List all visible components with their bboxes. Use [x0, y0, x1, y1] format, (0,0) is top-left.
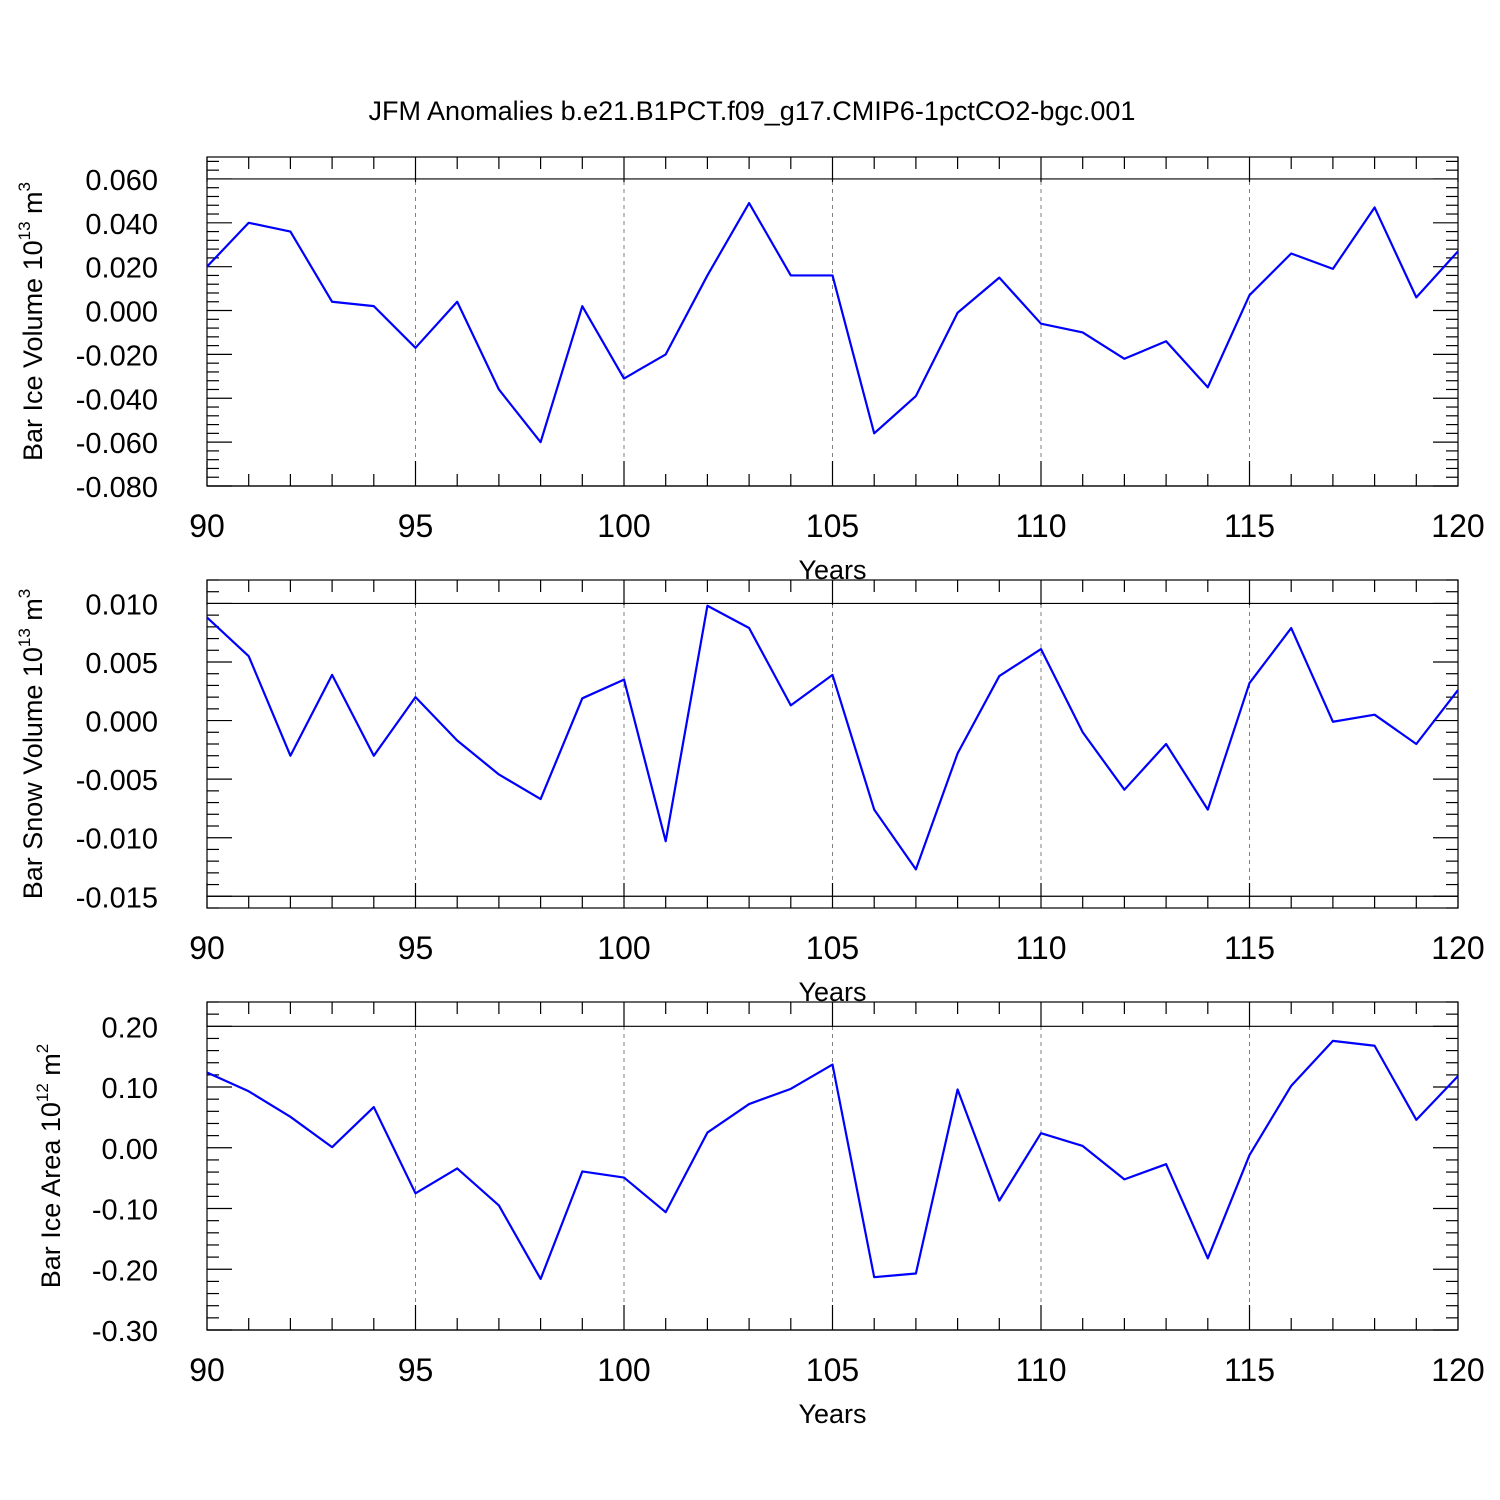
x-tick-label: 100 — [597, 930, 650, 966]
y-axis-title-part: 3 — [15, 589, 34, 598]
y-tick-label: -0.015 — [76, 882, 158, 914]
x-tick-label: 110 — [1015, 508, 1066, 544]
y-axis-title-part: Bar Ice Area 10 — [36, 1102, 66, 1288]
x-tick-label: 115 — [1224, 508, 1275, 544]
x-tick-label: 115 — [1224, 930, 1275, 966]
y-axis-title-part: 13 — [15, 628, 34, 647]
y-tick-label: -0.010 — [76, 824, 158, 856]
x-tick-label: 105 — [806, 1352, 859, 1388]
panels: 90 95 100 105 110 115 120 Years -0.080 -0.060 -0.0… — [15, 156, 1485, 1429]
x-tick-label: 105 — [806, 930, 859, 966]
x-tick-label: 90 — [189, 508, 225, 544]
y-axis-title-part: 13 — [15, 221, 34, 240]
y-tick-label: -0.20 — [92, 1255, 158, 1287]
panel-2: 90 95 100 105 110 115 120Years-0.015-0.010-0.0… — [15, 579, 1485, 1007]
y-tick-label: -0.060 — [76, 428, 158, 460]
y-axis-title-part: 3 — [15, 182, 34, 191]
y-tick-label: 0.020 — [85, 253, 158, 285]
x-tick-label: 90 — [189, 930, 225, 966]
y-tick-label: -0.005 — [76, 765, 158, 797]
y-axis-title: Bar Snow Volume 1013 m3 — [15, 589, 48, 900]
y-tick-label: -0.080 — [76, 472, 158, 504]
panel-3: 90 95 100 105 110 115 120 Years -0.30 -0.20 -0.10 0… — [33, 1001, 1485, 1429]
x-tick-label: 100 — [597, 1352, 650, 1388]
y-tick-label: -0.020 — [76, 340, 158, 372]
y-axis-title-part: m — [18, 598, 48, 628]
x-tick-label: 100 — [597, 508, 650, 544]
figure-title: JFM Anomalies b.e21.B1PCT.f09_g17.CMIP6-… — [369, 96, 1136, 126]
y-tick-label: -0.040 — [76, 384, 158, 416]
y-tick-label: 0.000 — [85, 297, 158, 329]
x-tick-label: 115 — [1224, 1352, 1275, 1388]
y-axis-title: Bar Ice Volume 1013 m3 — [15, 182, 48, 461]
x-tick-label: 90 — [189, 1352, 225, 1388]
y-tick-label: 0.005 — [85, 648, 158, 680]
x-tick-label: 120 — [1431, 1352, 1484, 1388]
y-tick-label: 0.10 — [102, 1073, 158, 1105]
x-axis-title: Years — [798, 1399, 866, 1429]
y-tick-label: 0.060 — [85, 165, 158, 197]
y-axis-title-part: m — [18, 191, 48, 221]
y-axis-title-part: Bar Snow Volume 10 — [18, 647, 48, 899]
y-tick-label: 0.00 — [102, 1134, 158, 1166]
y-tick-label: 0.040 — [85, 209, 158, 241]
y-axis-title-part: m — [36, 1053, 66, 1083]
y-tick-label: 0.010 — [85, 589, 158, 621]
x-tick-label: 120 — [1431, 508, 1484, 544]
panel-1: 90 95 100 105 110 115 120Years-0.080-0.060-0.0… — [15, 156, 1485, 585]
y-tick-label: 0.000 — [85, 707, 158, 739]
y-tick-label: -0.10 — [92, 1195, 158, 1227]
y-axis-title-part: Bar Ice Volume 10 — [18, 240, 48, 461]
y-tick-label: 0.20 — [102, 1012, 158, 1044]
x-tick-label: 105 — [806, 508, 859, 544]
x-tick-label: 110 — [1015, 930, 1066, 966]
y-tick-label: -0.30 — [92, 1316, 158, 1348]
x-tick-label: 95 — [398, 930, 434, 966]
y-axis-title-part: 2 — [33, 1044, 52, 1053]
x-tick-label: 95 — [398, 508, 434, 544]
y-axis-title-part: 12 — [33, 1083, 52, 1102]
x-tick-label: 120 — [1431, 930, 1484, 966]
y-axis-title: Bar Ice Area 1012 m2 — [33, 1044, 66, 1289]
x-tick-label: 110 — [1015, 1352, 1066, 1388]
x-tick-label: 95 — [398, 1352, 434, 1388]
